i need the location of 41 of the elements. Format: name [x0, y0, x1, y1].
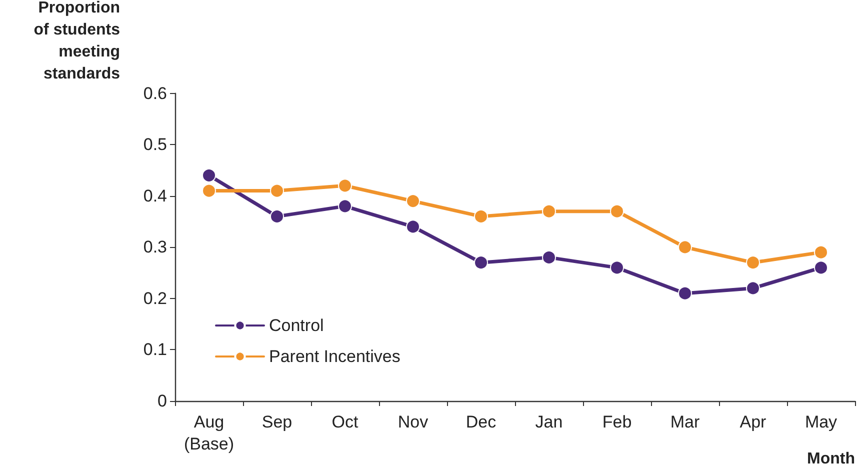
- point: [338, 178, 352, 193]
- y-tick-label: 0.3: [143, 238, 167, 257]
- y-tick-label: 0.1: [143, 340, 167, 360]
- x-tick-label: Oct: [332, 412, 358, 432]
- y-axis-title: Proportion of students meeting standards: [34, 0, 120, 82]
- point: [474, 256, 488, 270]
- y-tick-label: 0.2: [143, 288, 167, 308]
- x-tick-label: May: [804, 412, 838, 432]
- x-tick-label: Feb: [602, 412, 632, 432]
- point: [746, 281, 760, 296]
- point: [678, 240, 692, 254]
- point: [406, 194, 420, 208]
- y-tick-label: 0.6: [143, 84, 167, 103]
- point: [542, 250, 556, 264]
- x-tick-label: Mar: [670, 412, 700, 432]
- x-axis-title: Month: [807, 450, 855, 467]
- point: [202, 168, 216, 182]
- point: [474, 209, 488, 224]
- point: [610, 260, 624, 275]
- point: [610, 204, 624, 218]
- x-tick-label: Jan: [535, 412, 563, 432]
- point: [814, 245, 828, 260]
- legend-label: Parent Incentives: [269, 347, 400, 366]
- x-tick-label: Sep: [262, 412, 292, 432]
- x-tick-label: Nov: [398, 412, 429, 432]
- point: [746, 256, 760, 270]
- point: [270, 209, 284, 224]
- point: [202, 184, 216, 198]
- point: [338, 199, 352, 214]
- point: [814, 260, 828, 275]
- point: [542, 204, 556, 218]
- x-tick-label: Aug (Base): [184, 412, 234, 454]
- point: [678, 286, 692, 300]
- legend-label: Control: [269, 316, 324, 335]
- y-tick-label: 0.4: [143, 186, 167, 206]
- y-tick-label: 0.5: [143, 135, 167, 154]
- x-tick-label: Dec: [466, 412, 497, 432]
- y-tick-label: 0: [158, 392, 167, 410]
- x-tick-label: Apr: [740, 412, 767, 432]
- point: [270, 184, 284, 198]
- point: [406, 220, 420, 234]
